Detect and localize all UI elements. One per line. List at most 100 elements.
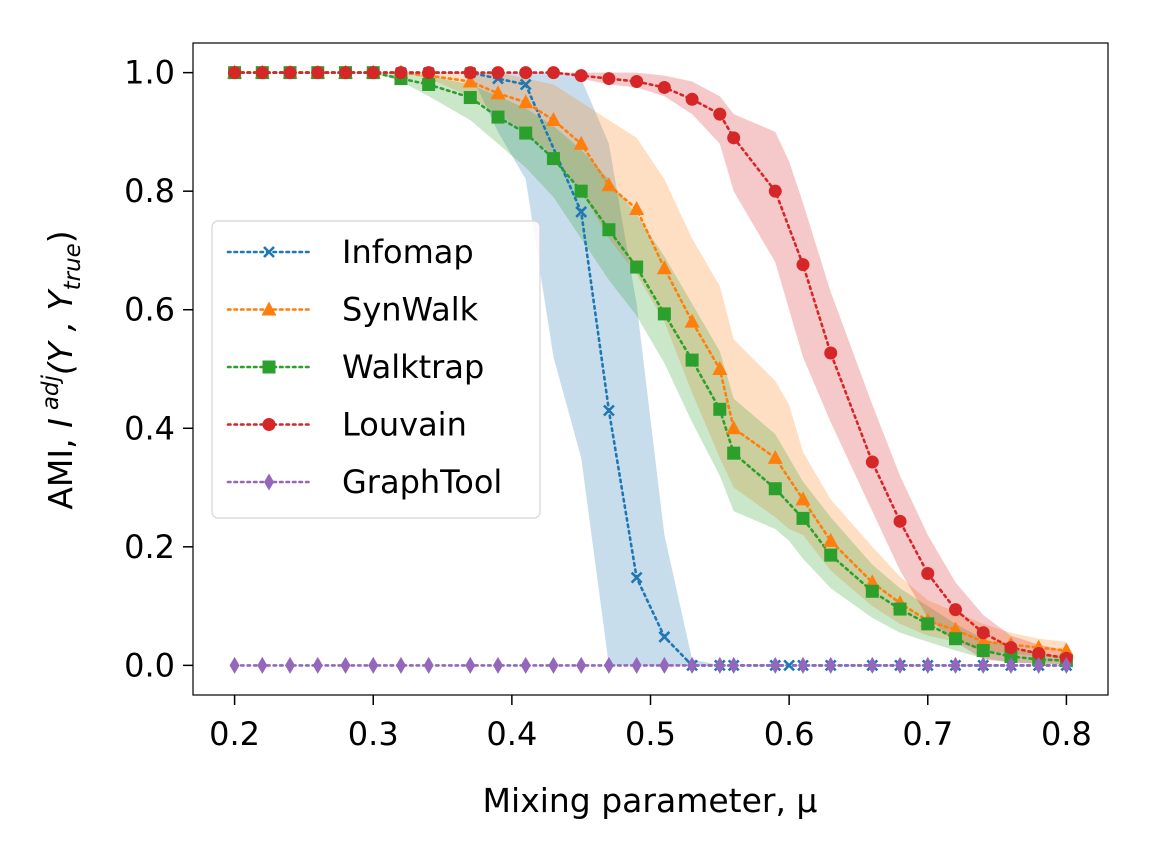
y-axis-label-sub: true — [60, 243, 86, 290]
point-synwalk — [767, 449, 783, 464]
point-graphtool — [257, 656, 268, 674]
point-graphtool — [770, 656, 781, 674]
point-louvain — [546, 66, 560, 80]
legend-item-graphtool: GraphTool — [226, 463, 502, 501]
y-axis-label-i: I — [41, 418, 80, 428]
point-graphtool — [229, 656, 240, 674]
point-graphtool — [714, 656, 725, 674]
legend-label: GraphTool — [342, 463, 502, 501]
point-infomap — [658, 630, 671, 643]
y-tick-label: 0.0 — [124, 646, 175, 684]
point-walktrap — [574, 184, 588, 198]
point-walktrap — [727, 446, 741, 460]
point-graphtool — [603, 656, 614, 674]
x-axis-ticks: 0.2 0.3 0.4 0.5 0.6 0.7 0.8 — [209, 695, 1092, 753]
point-walktrap — [685, 353, 699, 367]
point-walktrap — [893, 602, 907, 616]
point-walktrap — [768, 482, 782, 496]
point-walktrap — [546, 152, 560, 166]
point-louvain — [685, 92, 699, 106]
point-synwalk — [490, 85, 506, 100]
legend-marker — [264, 473, 274, 491]
y-axis-label-sup: adj — [38, 374, 64, 410]
point-synwalk — [601, 177, 617, 192]
point-walktrap — [422, 77, 436, 91]
point-walktrap — [824, 548, 838, 562]
point-graphtool — [978, 656, 989, 674]
point-louvain — [283, 66, 297, 80]
x-tick-label: 0.4 — [486, 715, 537, 753]
point-louvain — [949, 603, 962, 617]
confidence-bands — [234, 72, 1067, 666]
line-louvain — [233, 71, 1068, 660]
band-synwalk — [234, 72, 1067, 659]
point-graphtool — [520, 656, 531, 674]
point-louvain — [491, 66, 505, 80]
point-synwalk — [573, 135, 589, 150]
point-louvain — [976, 626, 990, 640]
point-graphtool — [631, 656, 642, 674]
x-tick-label: 0.2 — [209, 715, 260, 753]
legend-marker — [262, 360, 276, 374]
point-walktrap — [630, 260, 644, 274]
point-graphtool — [895, 656, 906, 674]
legend-item-infomap: Infomap — [226, 233, 474, 271]
y-tick-label: 0.8 — [124, 172, 175, 210]
point-louvain — [630, 75, 644, 89]
point-louvain — [713, 107, 727, 121]
point-louvain — [519, 66, 533, 80]
band-infomap — [234, 72, 1067, 666]
point-synwalk — [823, 532, 839, 547]
legend-label: Infomap — [342, 233, 474, 271]
point-graphtool — [1005, 656, 1016, 674]
point-graphtool — [950, 656, 961, 674]
legend-box — [211, 220, 541, 519]
point-louvain — [255, 66, 269, 80]
legend-marker — [262, 418, 276, 431]
legend-item-walktrap: Walktrap — [226, 348, 484, 386]
point-louvain — [921, 566, 935, 580]
x-tick-label: 0.7 — [902, 715, 953, 753]
point-graphtool — [285, 656, 296, 674]
point-louvain — [602, 72, 616, 86]
point-walktrap — [949, 632, 962, 646]
point-walktrap — [1004, 649, 1018, 663]
legend-label: SynWalk — [342, 291, 479, 329]
point-infomap — [630, 571, 643, 584]
point-graphtool — [548, 656, 559, 674]
point-graphtool — [659, 656, 670, 674]
point-louvain — [796, 258, 810, 272]
point-graphtool — [798, 656, 808, 674]
point-louvain — [422, 66, 436, 80]
point-walktrap — [921, 617, 935, 631]
point-infomap — [519, 78, 532, 91]
y-tick-label: 0.4 — [124, 409, 175, 447]
point-walktrap — [657, 307, 671, 321]
legend-marker — [263, 246, 275, 258]
point-louvain — [311, 66, 325, 80]
point-synwalk — [518, 94, 534, 109]
x-tick-label: 0.8 — [1041, 715, 1092, 753]
point-graphtool — [395, 656, 406, 674]
x-tick-label: 0.5 — [625, 715, 676, 753]
point-graphtool — [728, 656, 739, 674]
point-louvain — [657, 80, 671, 94]
point-graphtool — [687, 656, 698, 674]
y-axis-label: AMI, Iadj(Y , Ytrue) — [38, 230, 86, 509]
point-graphtool — [368, 656, 379, 674]
y-tick-label: 1.0 — [124, 54, 175, 92]
point-walktrap — [796, 511, 810, 525]
point-walktrap — [976, 644, 990, 658]
y-tick-label: 0.6 — [124, 291, 175, 329]
point-infomap — [575, 206, 588, 218]
y-axis-label-paren-close: ) — [41, 230, 80, 243]
point-graphtool — [825, 656, 836, 674]
legend-item-synwalk: SynWalk — [226, 291, 479, 329]
point-louvain — [463, 66, 477, 80]
point-louvain — [1004, 641, 1018, 655]
point-walktrap — [463, 91, 477, 105]
legend-marker — [261, 301, 277, 316]
point-walktrap — [865, 584, 879, 598]
point-synwalk — [656, 260, 672, 275]
